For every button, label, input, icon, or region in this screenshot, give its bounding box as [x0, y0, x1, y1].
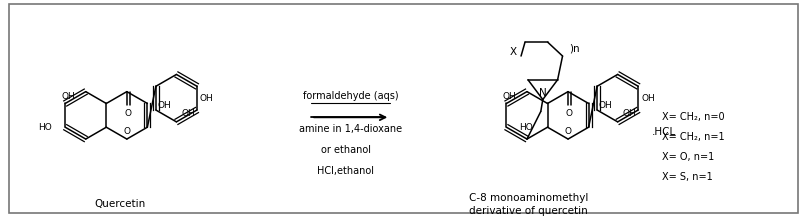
Text: X= O, n=1: X= O, n=1	[662, 152, 714, 162]
Text: X: X	[509, 47, 516, 57]
Text: N: N	[539, 88, 546, 97]
Text: )n: )n	[569, 43, 579, 53]
Text: O: O	[565, 127, 571, 136]
Text: or ethanol: or ethanol	[320, 145, 370, 155]
Text: .HCL: .HCL	[652, 127, 676, 137]
Text: OH: OH	[200, 94, 214, 103]
Text: OH: OH	[642, 94, 655, 103]
Text: OH: OH	[622, 109, 637, 118]
Text: C-8 monoaminomethyl: C-8 monoaminomethyl	[469, 193, 588, 203]
Text: X= CH₂, n=0: X= CH₂, n=0	[662, 112, 725, 122]
Text: X= S, n=1: X= S, n=1	[662, 172, 713, 182]
Text: OH: OH	[61, 92, 75, 101]
Text: HCl,ethanol: HCl,ethanol	[317, 166, 374, 176]
Text: OH: OH	[502, 92, 516, 101]
Text: amine in 1,4-dioxane: amine in 1,4-dioxane	[299, 124, 402, 134]
Text: O: O	[123, 127, 130, 136]
Text: OH: OH	[157, 101, 171, 110]
Text: Quercetin: Quercetin	[94, 199, 145, 209]
Text: X= CH₂, n=1: X= CH₂, n=1	[662, 132, 725, 142]
Text: O: O	[566, 109, 572, 118]
Text: HO: HO	[39, 123, 52, 132]
Text: OH: OH	[182, 109, 195, 118]
Text: formaldehyde (aqs): formaldehyde (aqs)	[303, 90, 399, 100]
Text: OH: OH	[599, 101, 613, 110]
Text: derivative of quercetin: derivative of quercetin	[469, 206, 588, 216]
Text: O: O	[124, 109, 132, 118]
Text: HO: HO	[519, 123, 533, 132]
